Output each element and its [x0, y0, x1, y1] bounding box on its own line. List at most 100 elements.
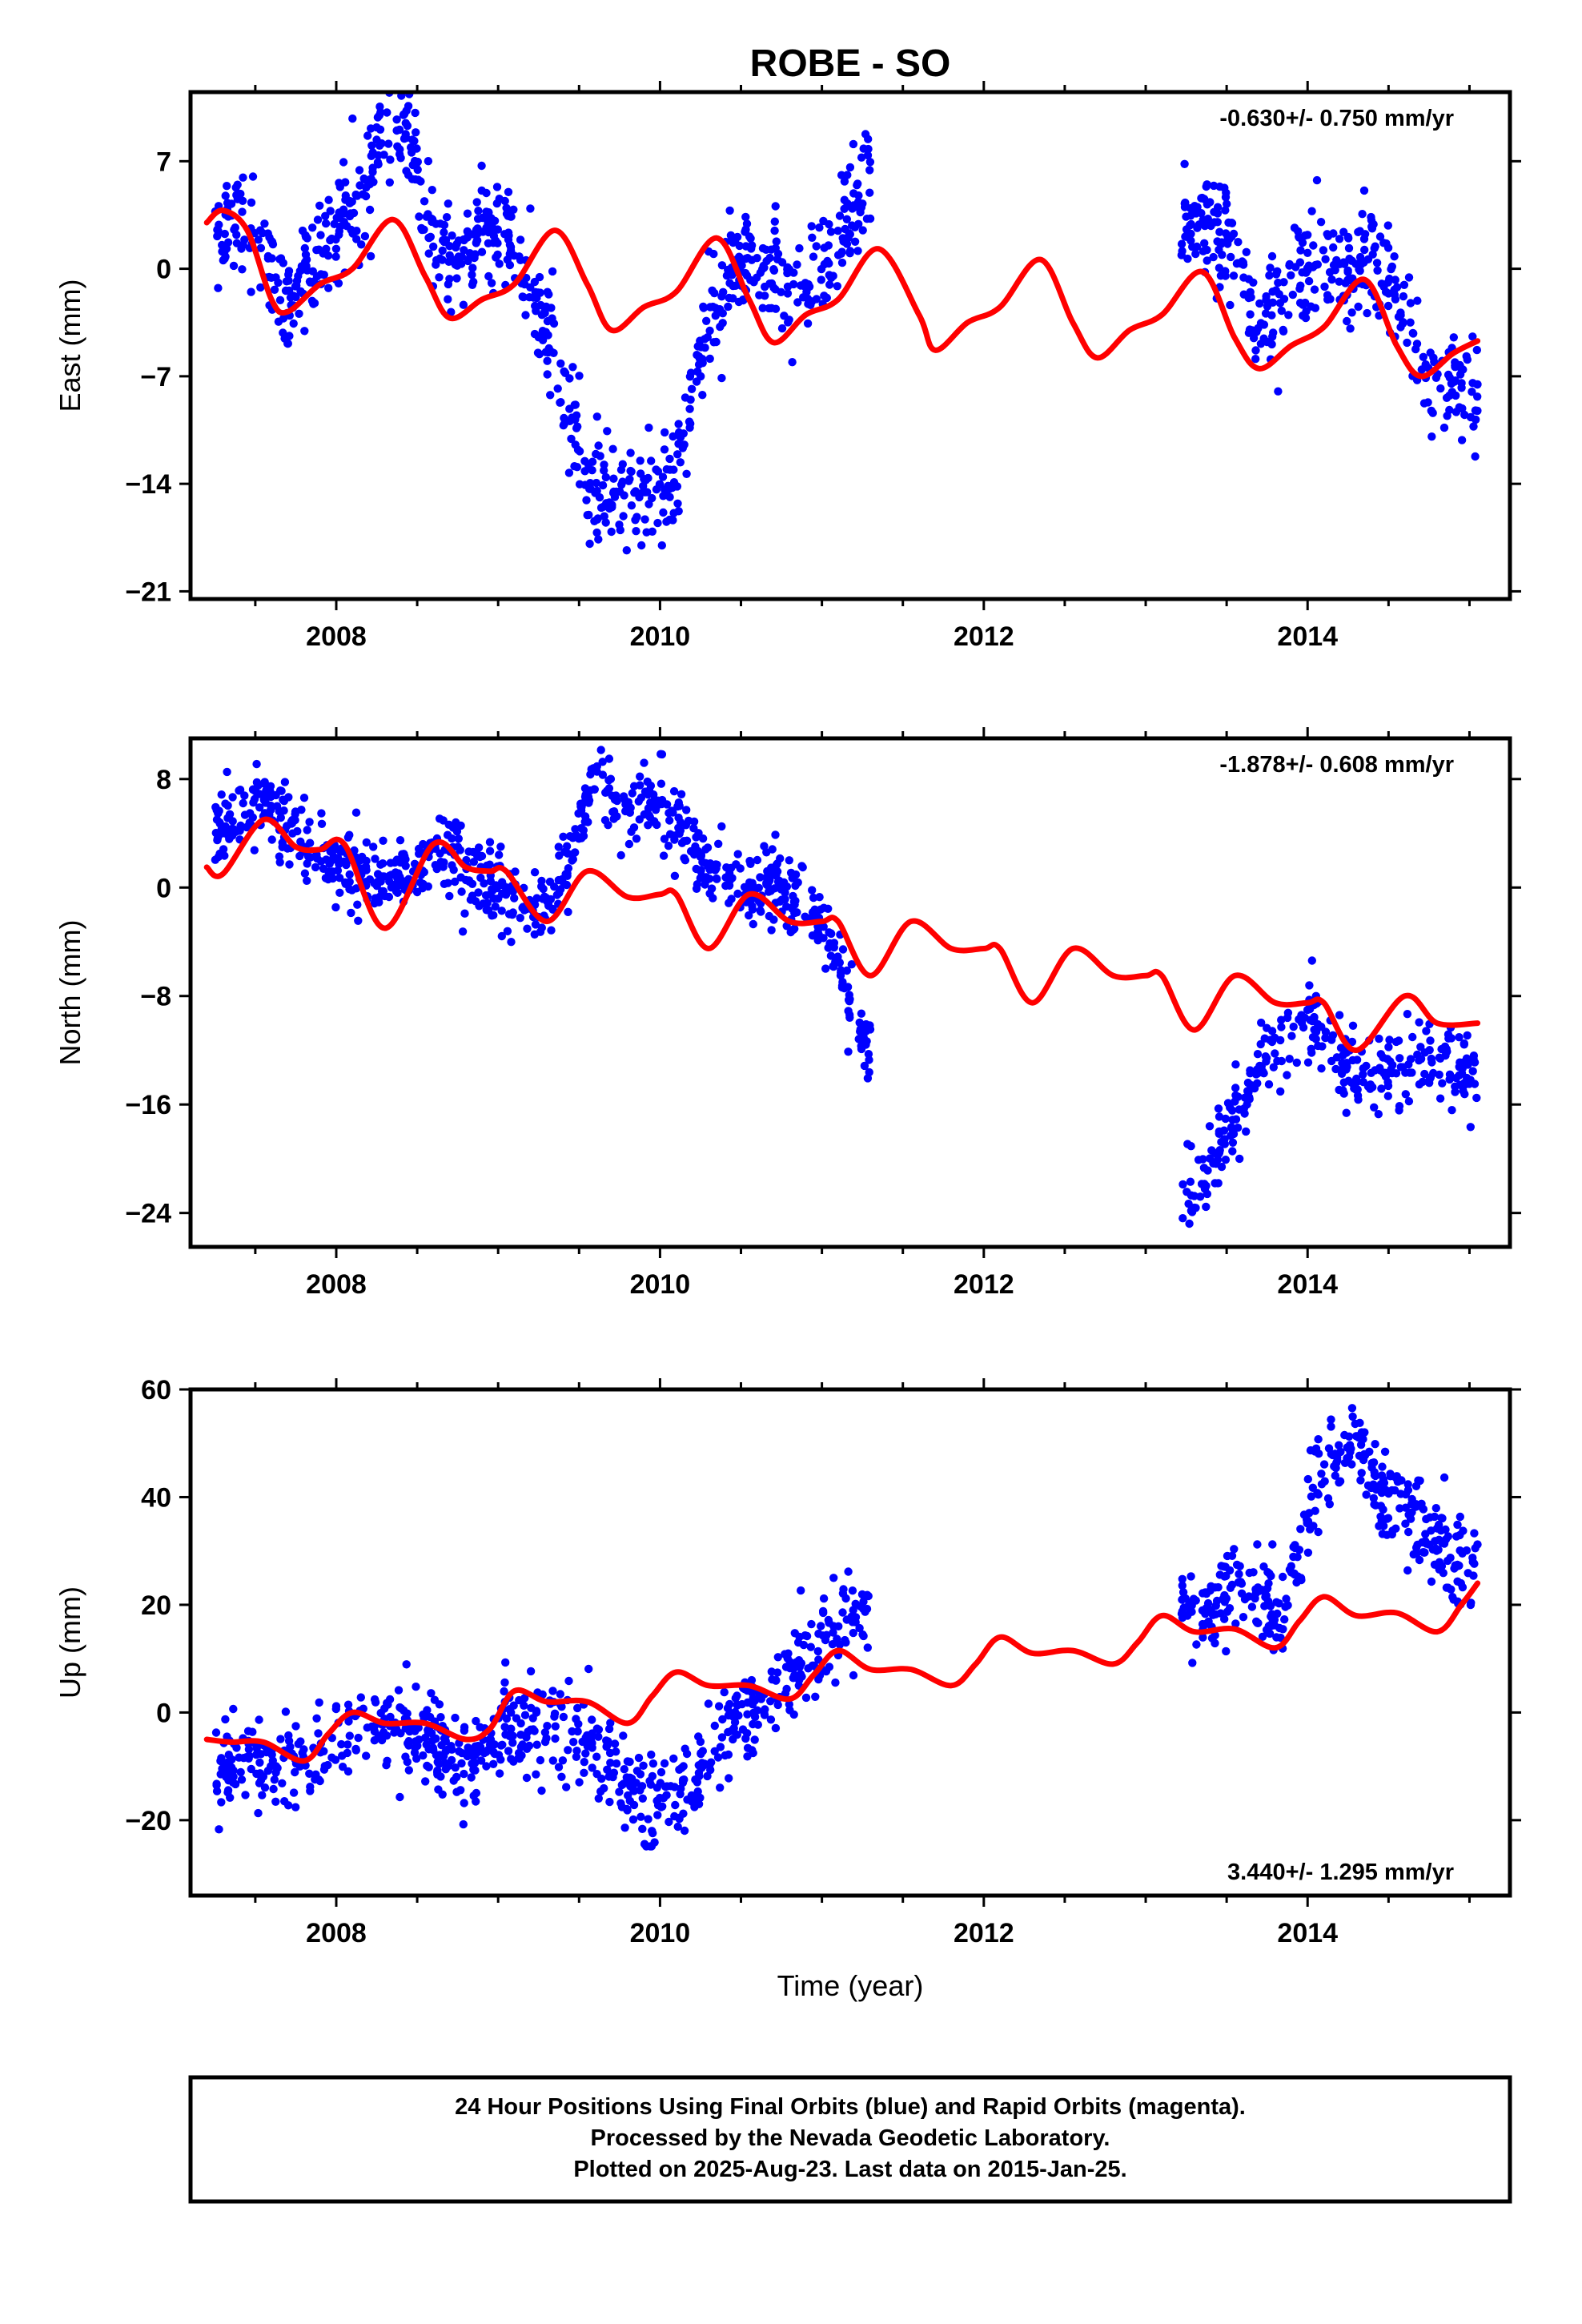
data-point	[596, 746, 605, 754]
data-point	[312, 246, 321, 255]
data-point	[1223, 233, 1233, 242]
data-point	[302, 255, 311, 264]
data-point	[711, 312, 720, 320]
data-point	[836, 971, 845, 980]
y-tick-label: −8	[140, 982, 171, 1012]
data-point	[246, 809, 255, 818]
data-point	[496, 842, 505, 851]
data-point	[809, 252, 818, 261]
data-point	[726, 231, 736, 240]
data-point	[767, 926, 776, 935]
data-point	[488, 222, 496, 231]
data-point	[729, 294, 737, 303]
data-point	[488, 886, 497, 895]
data-point	[1305, 981, 1314, 990]
data-point	[315, 1776, 324, 1786]
data-point	[451, 1763, 460, 1772]
data-point	[1301, 313, 1311, 323]
data-point	[377, 1735, 387, 1745]
data-point	[575, 1778, 584, 1787]
data-point	[600, 815, 610, 825]
data-point	[1370, 1103, 1379, 1112]
data-point	[1342, 1108, 1351, 1117]
data-point	[495, 259, 504, 268]
data-point	[1453, 1520, 1462, 1530]
x-tick-label: 2010	[630, 1918, 691, 1948]
data-point	[1276, 1035, 1285, 1045]
data-point	[665, 454, 674, 464]
data-point	[1371, 1066, 1379, 1075]
data-point	[1320, 282, 1329, 292]
data-point	[620, 1823, 629, 1832]
data-point	[482, 188, 491, 198]
data-point	[383, 1756, 391, 1765]
data-point	[300, 243, 309, 253]
data-point	[351, 1744, 360, 1754]
data-point	[241, 1791, 250, 1799]
data-point	[219, 845, 228, 854]
data-point	[1347, 1037, 1357, 1047]
data-point	[500, 196, 509, 206]
data-point	[1192, 1640, 1201, 1649]
data-point	[300, 869, 310, 878]
data-point	[820, 243, 829, 252]
data-point	[452, 1787, 461, 1796]
data-point	[1369, 1494, 1379, 1503]
data-point	[354, 1733, 363, 1743]
data-point	[623, 1806, 632, 1815]
x-tick-label: 2014	[1277, 1918, 1338, 1948]
data-point	[439, 816, 448, 825]
data-point	[1232, 259, 1242, 268]
data-point	[1228, 1138, 1238, 1148]
data-point	[215, 1825, 223, 1834]
data-point	[418, 225, 427, 235]
data-point	[556, 1690, 564, 1699]
data-point	[554, 875, 563, 885]
data-point	[1231, 1084, 1240, 1092]
data-point	[256, 283, 265, 292]
data-point	[516, 255, 525, 264]
data-point	[217, 825, 227, 834]
data-point	[750, 1735, 759, 1744]
data-point	[284, 1731, 293, 1740]
data-point	[291, 1803, 300, 1811]
data-point	[760, 1708, 769, 1718]
data-point	[486, 1735, 496, 1744]
data-point	[573, 1703, 582, 1713]
data-point	[1329, 260, 1339, 270]
data-point	[1311, 1506, 1319, 1515]
data-point	[600, 466, 608, 475]
data-point	[766, 1697, 775, 1706]
data-point	[1443, 1583, 1452, 1592]
data-point	[783, 263, 792, 271]
data-point	[1377, 1084, 1386, 1093]
data-point	[1235, 1562, 1244, 1570]
data-point	[1186, 219, 1196, 229]
data-point	[583, 511, 592, 520]
data-point	[1438, 1079, 1447, 1088]
data-point	[1383, 1092, 1393, 1100]
data-point	[627, 501, 636, 510]
data-point	[223, 182, 231, 191]
data-point	[840, 177, 849, 186]
data-point	[725, 1774, 733, 1783]
data-point	[575, 833, 584, 842]
data-point	[560, 367, 568, 376]
data-point	[1247, 1602, 1257, 1611]
data-point	[1316, 218, 1326, 227]
data-point	[714, 1702, 724, 1711]
data-point	[769, 266, 779, 275]
data-point	[1452, 391, 1460, 400]
x-tick-label: 2008	[306, 621, 367, 652]
data-point	[1245, 1568, 1254, 1578]
data-point	[560, 847, 569, 857]
data-point	[1267, 1620, 1275, 1630]
data-point	[343, 833, 353, 842]
data-point	[1274, 387, 1283, 396]
data-point	[484, 239, 493, 247]
data-point	[1347, 1444, 1355, 1454]
data-point	[1277, 1015, 1286, 1024]
data-point	[857, 1009, 866, 1018]
data-point	[1202, 1589, 1211, 1598]
data-point	[438, 1790, 447, 1799]
